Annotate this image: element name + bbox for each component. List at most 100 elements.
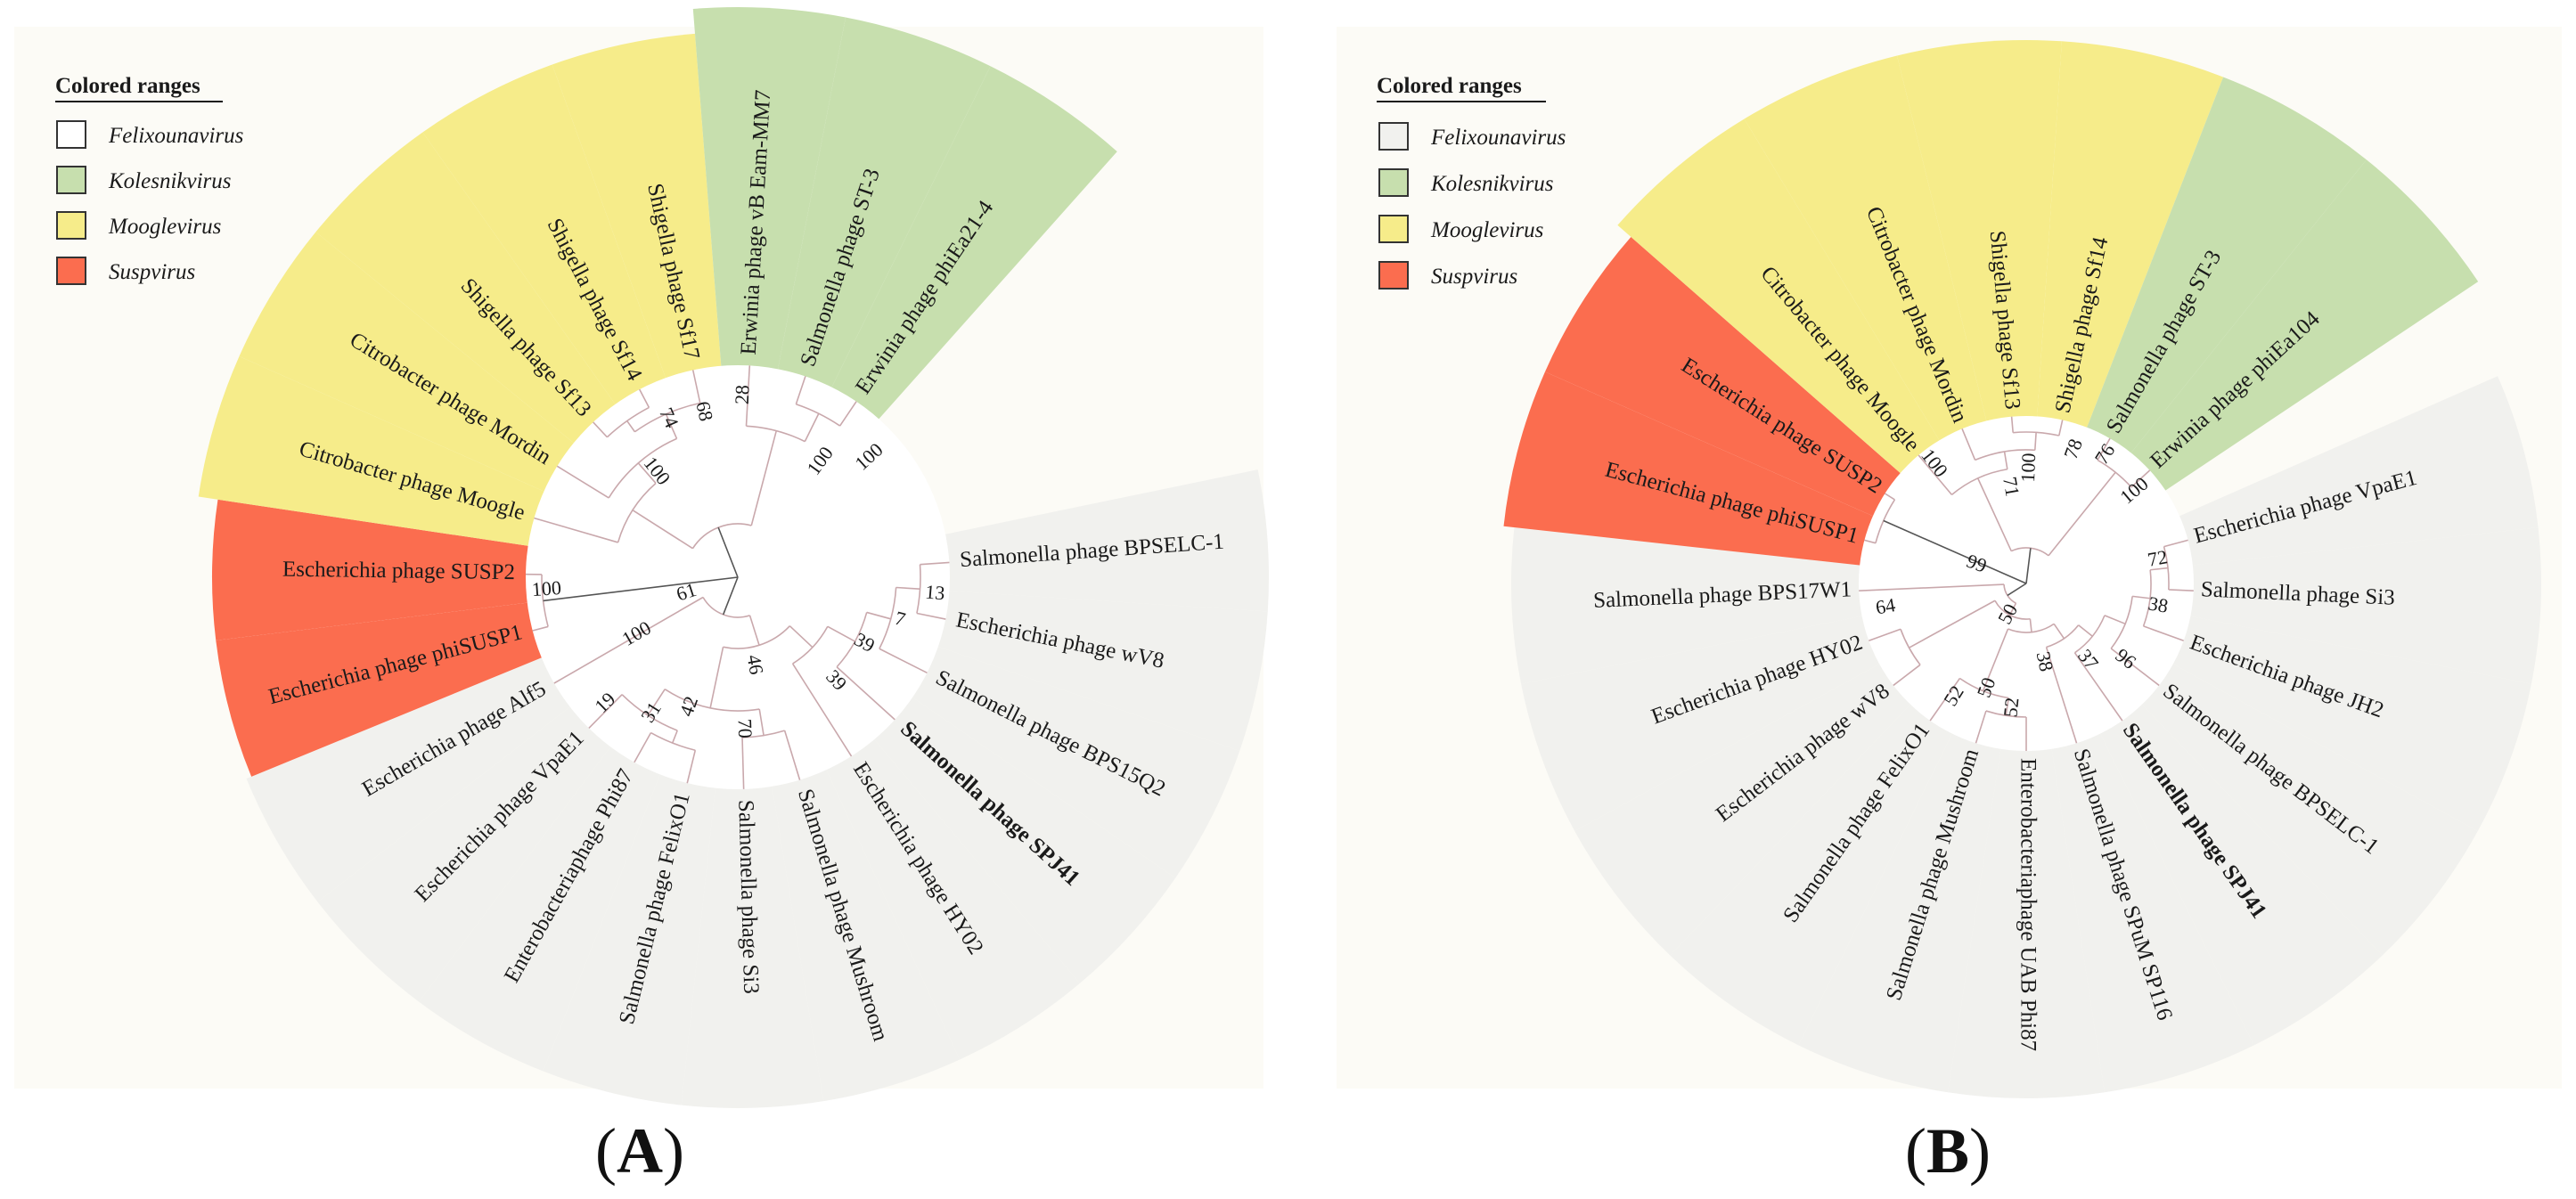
legend-label-kolesnikvirus-b: Kolesnikvirus bbox=[1430, 172, 1554, 196]
legend-label-kolesnikvirus: Kolesnikvirus bbox=[108, 169, 232, 193]
tree-branch bbox=[634, 732, 652, 763]
tree-branch bbox=[593, 421, 608, 438]
range-sector-salmonella-phage-bps17w1 bbox=[1511, 527, 2026, 684]
tree-branch bbox=[556, 465, 609, 499]
tree-branch bbox=[2097, 437, 2111, 461]
tip-label-escherichia-phage-susp2: Escherichia phage SUSP2 bbox=[282, 558, 515, 585]
legend-swatch-felixounavirus-b bbox=[1378, 122, 1409, 151]
tree-branch bbox=[665, 413, 678, 439]
tree-branch bbox=[1909, 600, 1996, 648]
tree-branch bbox=[2143, 625, 2184, 642]
tree-node-arc bbox=[2110, 596, 2133, 649]
tree-branch bbox=[2132, 595, 2151, 600]
tree-branch bbox=[1982, 628, 2009, 691]
tree-root-branch bbox=[543, 576, 739, 602]
tree-branch bbox=[2104, 615, 2126, 625]
bootstrap-value: 68 bbox=[691, 399, 717, 423]
legend-label-felixounavirus-b: Felixounavirus bbox=[1430, 126, 1566, 150]
tree-branch bbox=[2045, 647, 2078, 744]
tree-branch bbox=[532, 625, 549, 632]
tree-branch bbox=[2048, 471, 2116, 557]
tree-root-branch bbox=[2025, 548, 2032, 584]
tree-branch bbox=[637, 462, 657, 484]
tree-branch bbox=[789, 625, 814, 648]
tree-branch bbox=[783, 730, 801, 780]
tree-root-branch bbox=[722, 576, 739, 616]
tree-branch bbox=[758, 708, 765, 736]
tree-root-branch bbox=[2007, 583, 2027, 597]
tree-branch bbox=[2008, 602, 2017, 616]
tree-branch bbox=[1961, 428, 1976, 461]
bootstrap-value: 72 bbox=[2146, 545, 2169, 570]
tree-branch bbox=[2034, 432, 2037, 451]
panel-b-branches bbox=[1859, 416, 2194, 751]
tree-branch bbox=[1859, 583, 2005, 591]
tree-root-branch bbox=[717, 526, 739, 578]
tree-branch bbox=[2078, 624, 2093, 637]
tree-branch bbox=[1885, 493, 1895, 501]
bootstrap-value: 71 bbox=[1999, 475, 2024, 498]
bootstrap-value: 100 bbox=[531, 576, 562, 600]
tree-branch bbox=[709, 647, 724, 708]
legend-swatch-kolesnikvirus-b bbox=[1378, 168, 1409, 197]
range-sector-escherichia-phage-susp2 bbox=[211, 499, 738, 640]
bootstrap-value: 52 bbox=[1999, 697, 2023, 718]
bootstrap-value: 46 bbox=[743, 653, 768, 676]
tree-branch bbox=[2010, 416, 2014, 433]
bootstrap-value: 64 bbox=[1874, 593, 1897, 618]
tree-branch bbox=[895, 586, 920, 591]
legend-label-felixounavirus: Felixounavirus bbox=[108, 124, 243, 148]
range-sector-salmonella-phage-si3 bbox=[681, 577, 824, 1108]
tree-branch bbox=[748, 615, 760, 646]
bootstrap-value: 38 bbox=[2032, 649, 2058, 673]
legend-label-mooglevirus-b: Mooglevirus bbox=[1430, 218, 1543, 242]
tree-branch bbox=[2058, 420, 2064, 436]
panel-a-label: (A) bbox=[595, 1115, 684, 1187]
tree-root-branch bbox=[1883, 519, 2027, 584]
tree-branch bbox=[750, 430, 778, 526]
legend-label-suspvirus-b: Suspvirus bbox=[1431, 265, 1517, 289]
tree-branch bbox=[745, 365, 751, 427]
legend-swatch-suspvirus-b bbox=[1378, 261, 1409, 290]
legend-label-mooglevirus: Mooglevirus bbox=[108, 215, 221, 239]
legend-swatch-felixounavirus bbox=[56, 120, 86, 149]
tree-branch bbox=[2053, 623, 2065, 640]
tree-branch bbox=[1869, 628, 1901, 642]
legend-swatch-kolesnikvirus bbox=[56, 166, 86, 194]
tree-branch bbox=[827, 625, 855, 642]
tree-branch bbox=[534, 517, 618, 543]
panel-a-legend: Colored ranges Felixounavirus Kolesnikvi… bbox=[55, 74, 243, 285]
tree-branch bbox=[2029, 618, 2032, 632]
tree-branch bbox=[1893, 664, 1921, 687]
bootstrap-value: 28 bbox=[731, 385, 754, 405]
tree-branch bbox=[2110, 648, 2160, 687]
bootstrap-value: 70 bbox=[734, 718, 757, 738]
tree-branch bbox=[2130, 469, 2151, 488]
tree-branch bbox=[639, 388, 650, 408]
panel-b-label: (B) bbox=[1905, 1115, 1991, 1187]
tree-branch bbox=[1929, 678, 1961, 722]
tree-branch bbox=[2005, 697, 2010, 716]
tree-branch bbox=[553, 596, 704, 684]
tree-branch bbox=[2168, 589, 2194, 591]
tree-branch bbox=[2163, 539, 2188, 548]
tree-branch bbox=[920, 561, 950, 566]
tree-branch bbox=[866, 611, 891, 620]
tree-branch bbox=[632, 509, 693, 550]
legend-label-suspvirus: Suspvirus bbox=[109, 260, 195, 284]
tree-branch bbox=[795, 376, 806, 404]
tree-node-arc bbox=[608, 437, 677, 499]
tip-label-enterobacteriaphage-uab-phi87: Enterobacteriaphage UAB Phi87 bbox=[2016, 758, 2040, 1051]
panel-a-branches bbox=[526, 365, 950, 789]
bootstrap-value: 100 bbox=[2016, 453, 2040, 483]
tree-branch bbox=[691, 370, 701, 404]
tree-branch bbox=[626, 420, 636, 433]
legend-title-b: Colored ranges bbox=[1377, 74, 1522, 98]
bootstrap-value: 13 bbox=[924, 580, 945, 604]
tree-branch bbox=[671, 730, 678, 744]
tree-branch bbox=[1975, 710, 1987, 744]
tree-branch bbox=[791, 663, 853, 757]
range-sector-salmonella-phage-si3 bbox=[2026, 527, 2541, 684]
